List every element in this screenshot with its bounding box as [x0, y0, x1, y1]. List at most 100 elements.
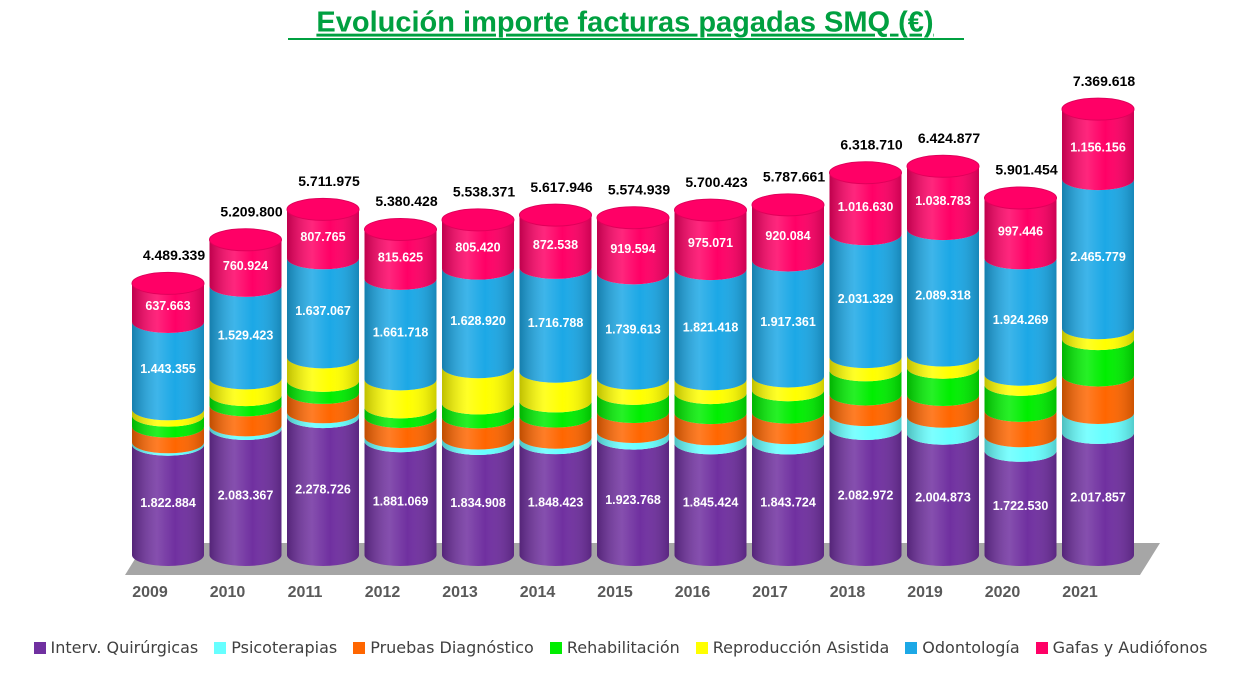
shading [364, 229, 437, 566]
shading [519, 215, 592, 567]
x-tick-label: 2017 [752, 584, 788, 601]
total-label: 5.711.975 [298, 173, 360, 189]
shading [287, 209, 359, 566]
legend-swatch [695, 641, 708, 654]
legend-item: Interv. Quirúrgicas [33, 638, 198, 657]
value-label: 1.529.423 [218, 328, 274, 342]
legend-label: Reproducción Asistida [712, 638, 890, 657]
legend-label: Rehabilitación [566, 638, 680, 657]
x-tick-label: 2011 [288, 584, 323, 601]
value-label: 2.004.873 [915, 491, 971, 505]
x-tick-label: 2014 [520, 584, 556, 601]
value-label: 1.443.355 [140, 362, 196, 376]
value-label: 975.071 [688, 236, 733, 250]
shading [752, 204, 824, 567]
value-label: 2.082.972 [838, 488, 894, 502]
x-tick-label: 2016 [675, 584, 711, 601]
legend-item: Reproducción Asistida [695, 638, 890, 657]
x-tick-label: 2021 [1062, 584, 1098, 601]
shading [674, 210, 747, 567]
shading [907, 166, 979, 567]
value-label: 1.739.613 [605, 322, 661, 336]
cylinder-cap [984, 186, 1057, 210]
chart: Evolución importe facturas pagadas SMQ (… [125, 7, 1160, 601]
total-label: 5.380.428 [375, 193, 437, 209]
x-tick-label: 2012 [365, 584, 401, 601]
x-tick-label: 2013 [442, 584, 478, 601]
value-label: 637.663 [145, 299, 190, 313]
value-label: 1.923.768 [605, 493, 661, 507]
x-tick-label: 2009 [132, 584, 168, 601]
value-label: 1.924.269 [993, 313, 1049, 327]
value-label: 2.089.318 [915, 289, 971, 303]
legend-swatch [353, 641, 366, 654]
cylinder-cap [131, 271, 205, 295]
value-label: 2.083.367 [218, 488, 274, 502]
value-label: 1.917.361 [760, 315, 816, 329]
legend-label: Odontología [922, 638, 1020, 657]
value-label: 1.834.908 [450, 496, 506, 510]
cylinder-cap [441, 208, 515, 232]
legend-swatch [549, 641, 562, 654]
total-label: 5.617.946 [530, 179, 592, 195]
cylinder-cap [674, 198, 747, 222]
value-label: 997.446 [998, 224, 1043, 238]
total-label: 6.318.710 [840, 136, 902, 152]
x-tick-label: 2019 [907, 584, 943, 601]
value-label: 1.881.069 [373, 494, 429, 508]
cylinder-cap [1061, 97, 1135, 121]
chart-title: Evolución importe facturas pagadas SMQ (… [316, 7, 933, 39]
value-label: 1.628.920 [450, 314, 506, 328]
legend-swatch [33, 641, 46, 654]
total-label: 5.700.423 [685, 174, 747, 190]
value-label: 1.821.418 [683, 321, 739, 335]
value-label: 1.716.788 [528, 316, 584, 330]
x-tick-label: 2010 [210, 584, 246, 601]
legend-item: Psicoterapias [214, 638, 337, 657]
cylinder-cap [829, 161, 902, 185]
value-label: 1.848.423 [528, 495, 584, 509]
value-label: 807.765 [300, 230, 345, 244]
shading [984, 197, 1057, 566]
value-label: 1.661.718 [373, 325, 429, 339]
value-label: 815.625 [378, 250, 423, 264]
total-label: 5.574.939 [608, 181, 670, 197]
x-tick-label: 2015 [597, 584, 633, 601]
value-label: 920.084 [765, 229, 810, 243]
total-label: 7.369.618 [1073, 73, 1135, 89]
shading [597, 217, 669, 566]
total-label: 4.489.339 [143, 247, 205, 263]
value-label: 2.278.726 [295, 482, 351, 496]
legend-item: Odontología [905, 638, 1020, 657]
cylinder-cap [751, 193, 825, 217]
value-label: 1.016.630 [838, 200, 894, 214]
value-label: 2.465.779 [1070, 250, 1126, 264]
legend-label: Pruebas Diagnóstico [370, 638, 534, 657]
x-tick-label: 2018 [830, 584, 866, 601]
value-label: 805.420 [455, 241, 500, 255]
legend-label: Gafas y Audiófonos [1052, 638, 1208, 657]
total-label: 5.901.454 [995, 162, 1057, 178]
value-label: 1.845.424 [683, 495, 739, 509]
cylinder-cap [906, 154, 980, 178]
value-label: 2.031.329 [838, 292, 894, 306]
total-label: 6.424.877 [918, 130, 980, 146]
cylinder-cap [286, 197, 360, 221]
total-label: 5.787.661 [763, 169, 825, 185]
shading [132, 283, 204, 566]
legend: Interv. Quirúrgicas Psicoterapias Pruebas … [0, 638, 1241, 657]
x-tick-label: 2020 [985, 584, 1021, 601]
shading [829, 172, 902, 566]
legend-item: Pruebas Diagnóstico [353, 638, 534, 657]
legend-swatch [1035, 641, 1048, 654]
shading [209, 239, 282, 566]
cylinder-cap [596, 206, 670, 230]
cylinder-cap [364, 217, 437, 241]
cylinder-cap [209, 228, 282, 252]
cylinder-cap [519, 203, 592, 227]
shading [442, 219, 514, 566]
legend-item: Gafas y Audiófonos [1035, 638, 1208, 657]
value-label: 1.722.530 [993, 499, 1049, 513]
value-label: 1.637.067 [295, 304, 351, 318]
